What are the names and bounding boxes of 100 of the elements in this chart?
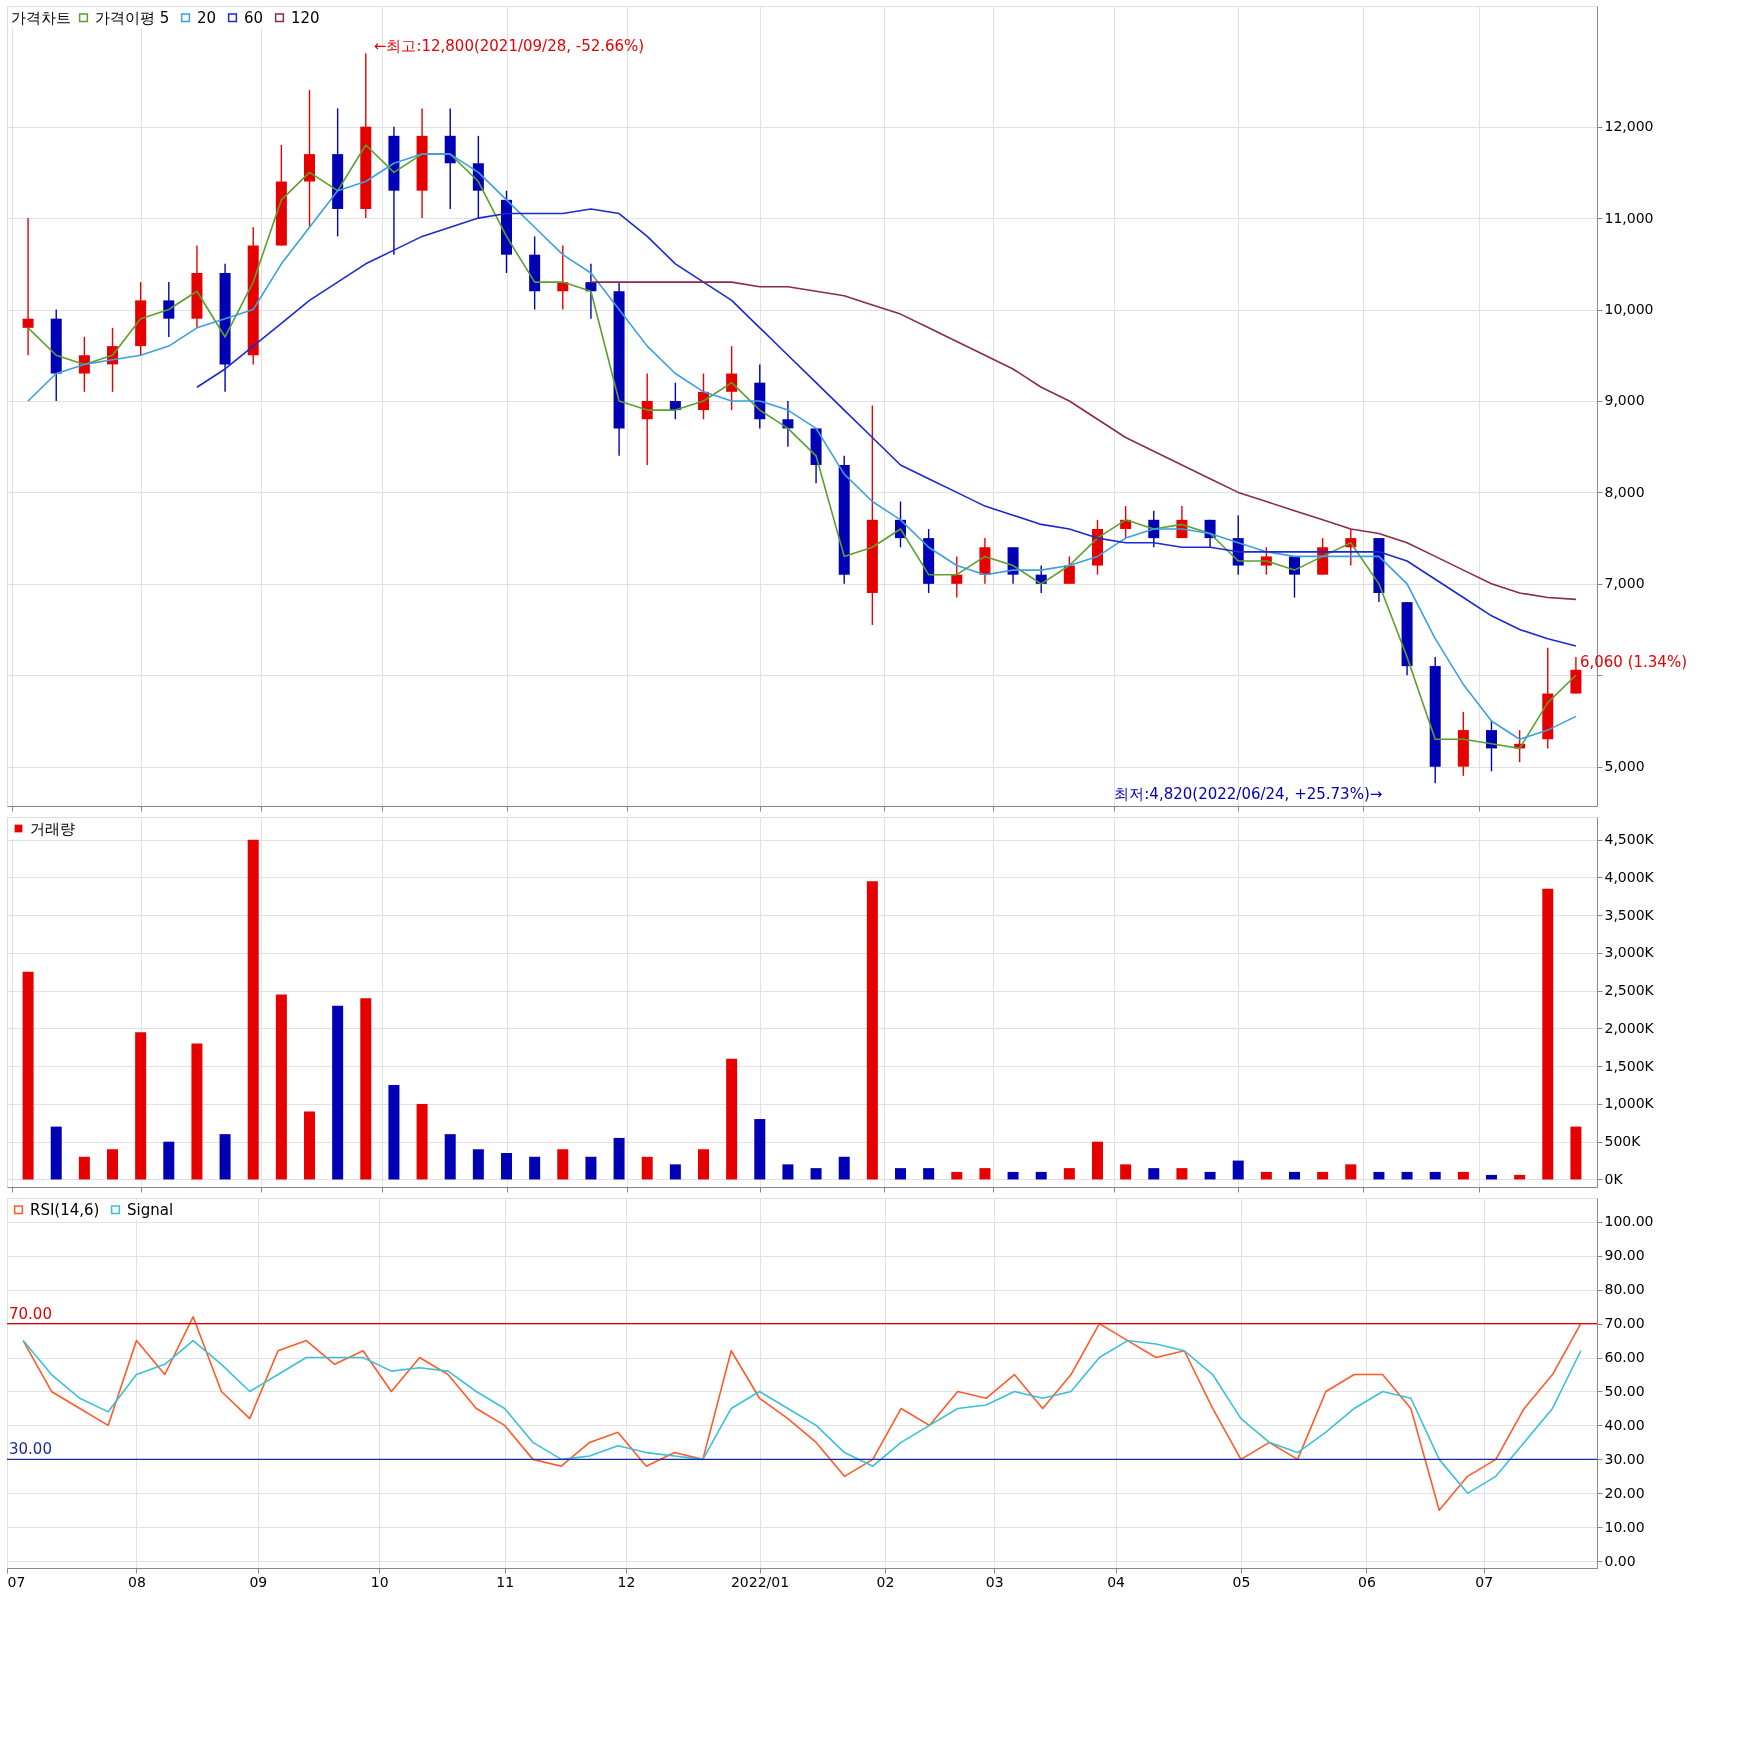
legend-label: 가격이평 5 <box>95 8 170 27</box>
x-tick-label: 12 <box>617 1573 636 1590</box>
line-series <box>196 208 1577 647</box>
bar <box>1317 1171 1329 1180</box>
bar <box>557 1149 569 1180</box>
bar <box>50 1126 62 1180</box>
annotation: 6,060 (1.34%) <box>1579 652 1687 671</box>
bar <box>275 994 287 1180</box>
bar <box>923 1168 935 1180</box>
legend-label: 20 <box>197 8 217 27</box>
bar <box>501 1153 512 1180</box>
bar <box>191 1043 203 1180</box>
y-tick-label: 50.00 <box>1604 1382 1645 1399</box>
y-tick-label: 3,500K <box>1604 906 1655 923</box>
y-tick-label: 8,000 <box>1604 483 1645 500</box>
bar <box>529 1156 541 1180</box>
y-tick-label: 0.00 <box>1604 1552 1636 1569</box>
bar <box>472 1149 484 1180</box>
bar <box>1120 1164 1132 1180</box>
y-tick-label: 10,000 <box>1604 301 1654 318</box>
y-tick-label: 7,000 <box>1604 575 1645 592</box>
candlestick <box>1063 555 1075 585</box>
bar <box>895 1168 906 1180</box>
candlestick <box>163 281 175 338</box>
legend-label: 60 <box>244 8 264 27</box>
annotation: 최저:4,820(2022/06/24, +25.73%)→ <box>1114 785 1383 803</box>
bar <box>979 1168 991 1180</box>
candlestick <box>1570 656 1582 695</box>
bar <box>1063 1168 1075 1180</box>
bar <box>782 1164 794 1180</box>
y-tick-label: 11,000 <box>1604 209 1654 226</box>
y-tick-label: 0K <box>1604 1170 1624 1187</box>
candlestick <box>951 555 963 599</box>
y-tick-label: 9,000 <box>1604 392 1645 409</box>
y-tick-label: 5,000 <box>1604 758 1645 775</box>
bar <box>1570 1126 1582 1180</box>
bar <box>1007 1171 1019 1180</box>
bar <box>1401 1171 1413 1180</box>
y-tick-label: 10.00 <box>1604 1518 1645 1535</box>
y-tick-label: 90.00 <box>1604 1247 1645 1264</box>
y-tick-label: 1,500K <box>1604 1057 1655 1074</box>
legend-label: Signal <box>127 1200 174 1219</box>
y-tick-label: 4,500K <box>1604 831 1655 848</box>
bar <box>1345 1164 1357 1180</box>
ref-line-label: 30.00 <box>9 1440 52 1459</box>
bar <box>135 1032 147 1180</box>
bar <box>669 1164 681 1180</box>
bar <box>585 1156 597 1180</box>
bar <box>416 1103 428 1180</box>
candlestick <box>22 217 34 356</box>
bar <box>107 1149 119 1180</box>
x-tick-label: 02 <box>876 1573 895 1590</box>
y-tick-label: 70.00 <box>1604 1315 1645 1332</box>
bar <box>1092 1141 1103 1180</box>
bar <box>613 1137 625 1180</box>
bar <box>1035 1171 1047 1180</box>
bar <box>1260 1171 1272 1180</box>
bar <box>78 1156 90 1180</box>
bar <box>1457 1171 1469 1180</box>
bar <box>1204 1171 1216 1180</box>
bar <box>951 1171 963 1180</box>
bar <box>22 971 34 1180</box>
y-tick-label: 1,000K <box>1604 1095 1655 1112</box>
y-tick-label: 20.00 <box>1604 1484 1645 1501</box>
candlestick <box>1485 720 1497 772</box>
y-tick-label: 3,000K <box>1604 944 1655 961</box>
legend-title: 가격차트 <box>11 9 71 27</box>
y-tick-label: 2,500K <box>1604 982 1655 999</box>
legend-label: 120 <box>291 8 320 27</box>
x-tick-label: 03 <box>985 1573 1004 1590</box>
x-tick-label: 07 <box>7 1573 26 1590</box>
bar <box>1232 1160 1244 1180</box>
bar <box>866 881 878 1180</box>
bar <box>360 998 372 1180</box>
y-tick-label: 4,000K <box>1604 868 1655 885</box>
y-tick-label: 60.00 <box>1604 1349 1645 1366</box>
bar <box>1148 1168 1160 1180</box>
legend-label: RSI(14,6) <box>30 1200 100 1219</box>
x-tick-label: 04 <box>1107 1573 1126 1590</box>
bar <box>219 1134 231 1180</box>
x-tick-label: 08 <box>128 1573 146 1590</box>
x-tick-label: 06 <box>1357 1573 1376 1590</box>
ref-line-label: 70.00 <box>9 1304 52 1323</box>
bar <box>247 839 259 1180</box>
y-tick-label: 30.00 <box>1604 1450 1645 1467</box>
x-tick-label: 05 <box>1232 1573 1251 1590</box>
bar <box>1176 1168 1188 1180</box>
bar <box>388 1085 400 1180</box>
y-tick-label: 100.00 <box>1604 1213 1654 1230</box>
bar <box>838 1156 850 1180</box>
y-tick-label: 40.00 <box>1604 1416 1645 1433</box>
y-tick-label: 2,000K <box>1604 1019 1655 1036</box>
x-tick-label: 07 <box>1475 1573 1494 1590</box>
bar <box>1288 1171 1300 1180</box>
bar <box>726 1058 738 1180</box>
annotation: ←최고:12,800(2021/09/28, -52.66%) <box>373 36 645 55</box>
bar <box>444 1134 456 1180</box>
y-tick-label: 500K <box>1604 1133 1642 1150</box>
bar <box>1429 1171 1441 1180</box>
legend-label: 거래량 <box>30 819 75 838</box>
